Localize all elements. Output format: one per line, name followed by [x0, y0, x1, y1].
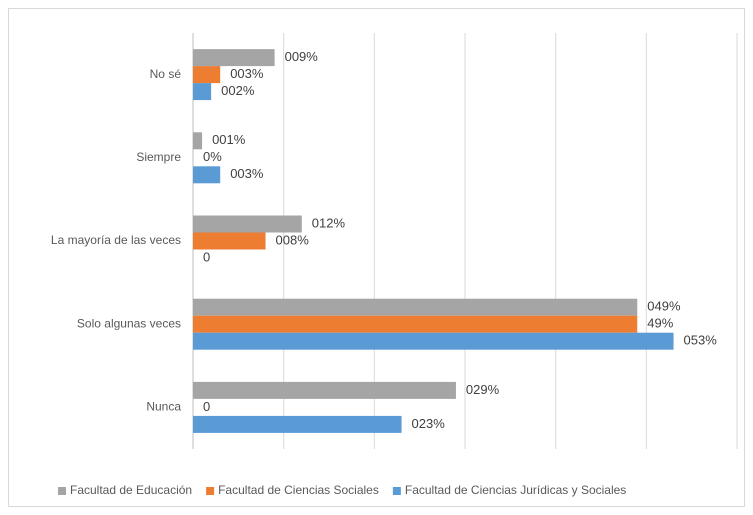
legend-swatch — [206, 487, 215, 495]
data-label: 001% — [212, 132, 246, 147]
data-label: 003% — [230, 166, 264, 181]
bar — [193, 415, 402, 433]
data-label: 003% — [230, 66, 264, 81]
y-tick-label: Nunca — [146, 400, 181, 414]
legend-label: Facultad de Educación — [70, 483, 192, 497]
data-label: 0 — [203, 249, 210, 264]
bar — [193, 381, 456, 399]
data-label: 029% — [466, 382, 500, 397]
data-label: 053% — [684, 333, 718, 348]
data-label: 49% — [647, 316, 673, 331]
bar — [193, 315, 638, 333]
y-tick-label: Siempre — [136, 150, 181, 164]
legend-label: Facultad de Ciencias Jurídicas y Sociale… — [405, 483, 626, 497]
bar — [193, 83, 212, 101]
data-label: 009% — [285, 49, 319, 64]
legend-label: Facultad de Ciencias Sociales — [218, 483, 379, 497]
data-label: 012% — [312, 215, 346, 230]
data-label: 008% — [276, 232, 310, 247]
data-label: 0% — [203, 149, 222, 164]
data-label: 0 — [203, 399, 210, 414]
bar — [193, 49, 275, 67]
y-tick-label: La mayoría de las veces — [51, 233, 181, 247]
bar — [193, 215, 302, 233]
bar — [193, 166, 221, 184]
data-label: 023% — [412, 416, 446, 431]
bar — [193, 332, 674, 350]
y-tick-label: Solo algunas veces — [77, 316, 181, 330]
legend-swatch — [392, 487, 401, 495]
data-label: 049% — [647, 299, 681, 314]
bar — [193, 298, 638, 316]
data-label: 002% — [221, 83, 255, 98]
bar — [193, 66, 221, 84]
bar — [193, 232, 266, 250]
legend-swatch — [58, 487, 66, 495]
y-tick-label: No sé — [150, 67, 182, 81]
bar — [193, 132, 203, 150]
